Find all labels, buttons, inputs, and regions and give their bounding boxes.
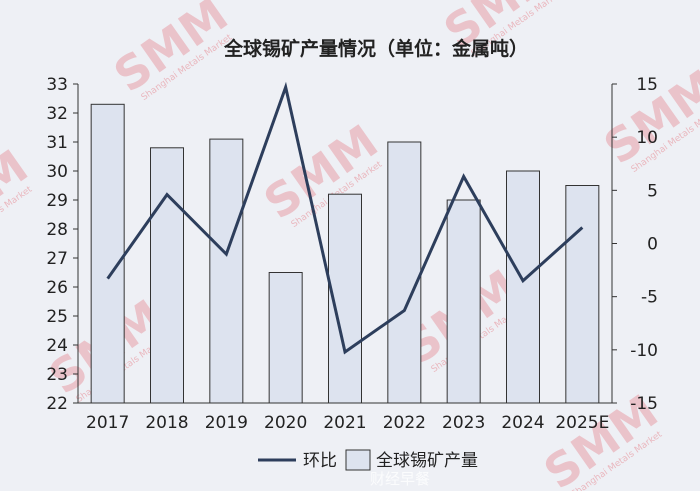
bar-2025E bbox=[565, 185, 600, 404]
plot-area: 22 23 24 25 26 27 28 29 30 31 32 33 -15 -10 -5 0 5 10 15 20… bbox=[46, 75, 658, 433]
y-right-tick-label: 5 bbox=[647, 181, 658, 201]
legend: 环比 全球锡矿产量 bbox=[258, 449, 478, 471]
y-right-tick-label: -15 bbox=[630, 394, 658, 414]
y-left-tick-label: 32 bbox=[46, 104, 68, 124]
legend-label-growth: 环比 bbox=[303, 451, 337, 471]
legend-bar-swatch bbox=[345, 449, 371, 471]
y-left-tick-label: 23 bbox=[46, 365, 68, 385]
x-tick-label: 2024 bbox=[501, 413, 544, 433]
bar-2019 bbox=[209, 138, 244, 404]
y-left-tick-label: 25 bbox=[46, 307, 68, 327]
x-tick-label: 2025E bbox=[555, 413, 609, 433]
credit-watermark: 财经早餐 bbox=[370, 470, 430, 488]
bar-2018 bbox=[150, 147, 184, 404]
y-left-tick-label: 31 bbox=[46, 133, 68, 153]
legend-label-output: 全球锡矿产量 bbox=[376, 451, 478, 471]
y-right-tick-label: 0 bbox=[647, 235, 658, 255]
y-right-tick-label: 10 bbox=[636, 128, 658, 148]
x-tick-label: 2018 bbox=[145, 413, 188, 433]
x-tick-label: 2019 bbox=[205, 413, 248, 433]
bar-2024 bbox=[506, 170, 540, 404]
y-left-tick-label: 29 bbox=[46, 191, 68, 211]
x-tick-label: 2017 bbox=[86, 413, 129, 433]
y-left-tick-label: 26 bbox=[46, 278, 68, 298]
growth-line bbox=[106, 81, 584, 355]
chart-title: 全球锡矿产量情况（单位：金属吨） bbox=[223, 37, 528, 60]
x-tick-label: 2022 bbox=[383, 413, 426, 433]
bar-2020 bbox=[268, 272, 303, 404]
x-tick-label: 2020 bbox=[264, 413, 307, 433]
y-right-tick-label: 15 bbox=[636, 75, 658, 95]
y-left-tick-label: 27 bbox=[46, 249, 68, 269]
y-left-tick-label: 33 bbox=[46, 75, 68, 95]
y-left-tick-label: 28 bbox=[46, 220, 68, 240]
x-tick-label: 2023 bbox=[442, 413, 485, 433]
y-right-tick-label: -10 bbox=[630, 341, 658, 361]
bar-2023 bbox=[446, 199, 481, 404]
x-tick-label: 2021 bbox=[323, 413, 366, 433]
y-right-tick-label: -5 bbox=[641, 288, 658, 308]
bar-2017 bbox=[90, 103, 125, 404]
y-left-tick-label: 24 bbox=[46, 336, 68, 356]
y-left-tick-label: 22 bbox=[46, 394, 68, 414]
bar-2022 bbox=[387, 141, 422, 404]
y-left-tick-label: 30 bbox=[46, 162, 68, 182]
